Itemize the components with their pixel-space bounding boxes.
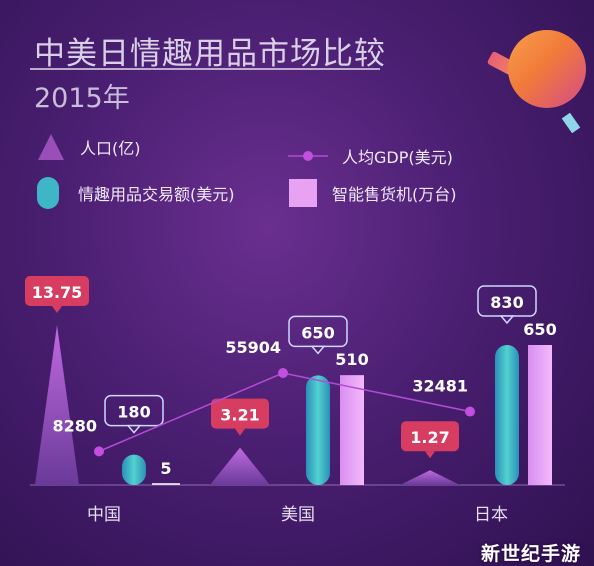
population-triangle-2 <box>400 470 460 485</box>
dot-line-legend-icon <box>288 151 328 161</box>
population-label-bg-0 <box>25 276 89 306</box>
legend-vending-label: 智能售货机(万台) <box>332 185 457 204</box>
title-divider <box>30 68 380 70</box>
gdp-point-1 <box>278 368 288 378</box>
legend-gdp-label: 人均GDP(美元) <box>342 148 453 167</box>
bar-legend-icon <box>289 179 317 207</box>
population-label-pointer-2 <box>425 451 435 459</box>
population-label-bg-2 <box>401 421 459 452</box>
vending-label-1: 510 <box>335 350 368 369</box>
legend-population-label: 人口(亿) <box>80 139 141 158</box>
gdp-point-0 <box>94 446 104 457</box>
legend-population: 人口(亿) <box>36 132 141 162</box>
population-label-2: 1.27 <box>410 428 449 447</box>
population-label-bg-1 <box>211 398 269 429</box>
trade-capsule-1 <box>306 375 330 485</box>
watermark: 新世纪手游 <box>481 543 582 565</box>
legend-trade: 情趣用品交易额(美元) <box>36 176 235 210</box>
category-label-0: 中国 <box>87 505 121 525</box>
population-label-1: 3.21 <box>220 406 259 425</box>
trade-label-1: 650 <box>301 323 334 342</box>
trade-label-pointer-0 <box>126 424 142 434</box>
population-triangle-0 <box>35 325 79 485</box>
vending-label-0: 5 <box>160 459 171 478</box>
capsule-legend-icon <box>37 177 59 209</box>
triangle-legend-icon <box>38 134 64 160</box>
population-triangle-1 <box>210 447 270 485</box>
population-label-pointer-1 <box>235 428 245 436</box>
gdp-label-1: 55904 <box>225 338 281 357</box>
trade-label-pointer-1 <box>310 345 326 355</box>
trade-capsule-0 <box>122 454 146 485</box>
trade-label-pointer-2 <box>499 315 515 325</box>
trade-capsule-2 <box>495 345 519 485</box>
chart-subtitle: 2015年 <box>34 83 130 114</box>
legend-gdp: 人均GDP(美元) <box>288 144 453 168</box>
vending-bar-2 <box>528 345 552 485</box>
gdp-point-2 <box>465 406 475 417</box>
population-label-pointer-0 <box>52 306 62 313</box>
vending-bar-1 <box>340 375 364 485</box>
sun-decoration <box>508 30 586 108</box>
trade-label-0: 180 <box>117 403 150 422</box>
category-label-2: 日本 <box>474 505 508 525</box>
legend-trade-label: 情趣用品交易额(美元) <box>78 185 235 204</box>
gdp-label-0: 8280 <box>52 416 97 435</box>
legend-vending: 智能售货机(万台) <box>288 178 457 208</box>
vending-label-2: 650 <box>523 320 556 339</box>
trade-label-2: 830 <box>490 293 523 312</box>
population-label-0: 13.75 <box>32 283 83 302</box>
chart-title: 中美日情趣用品市场比较 <box>34 36 386 72</box>
category-label-1: 美国 <box>281 505 315 525</box>
gdp-label-2: 32481 <box>412 377 468 396</box>
